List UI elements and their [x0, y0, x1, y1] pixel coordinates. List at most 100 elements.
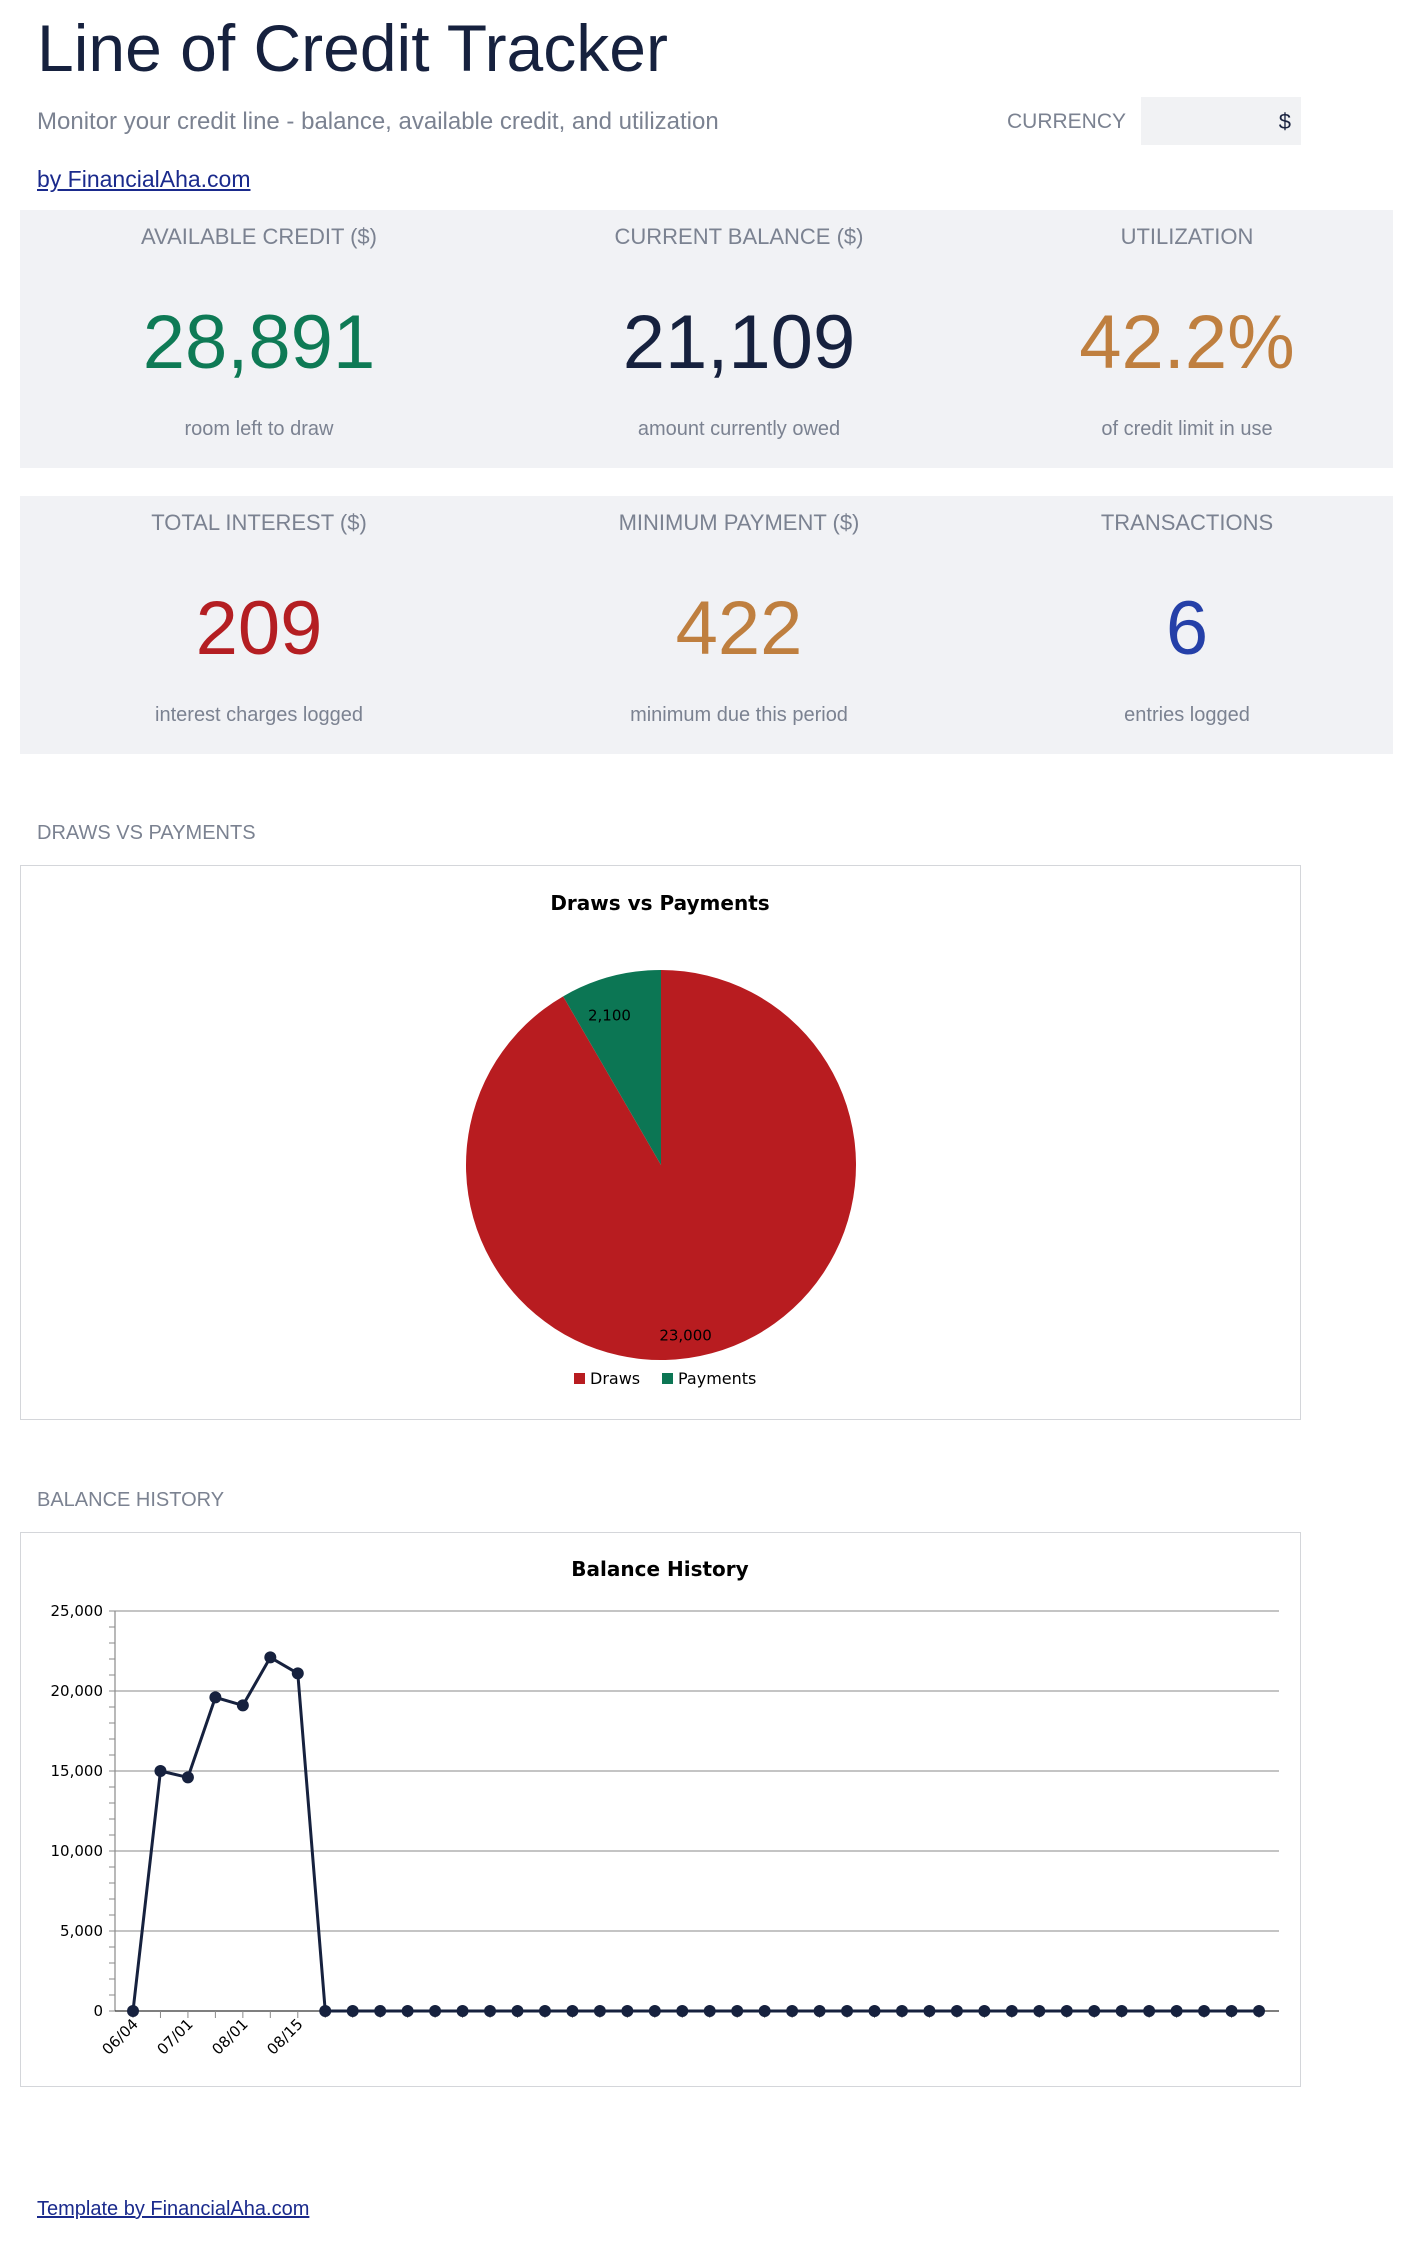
balance-point	[731, 2005, 744, 2017]
balance-point	[511, 2005, 524, 2017]
balance-point	[429, 2005, 442, 2017]
legend-swatch-draws	[574, 1373, 585, 1384]
kpi-note: minimum due this period	[630, 704, 848, 726]
balance-point	[291, 1667, 304, 1680]
balance-point	[456, 2005, 469, 2017]
balance-point	[319, 2005, 332, 2017]
balance-point	[127, 2005, 139, 2017]
y-tick-label: 25,000	[51, 1602, 104, 1620]
pie-data-label: 23,000	[659, 1327, 712, 1345]
currency-label: CURRENCY	[1007, 110, 1127, 133]
kpi-value: 6	[1165, 586, 1209, 671]
balance-point	[895, 2005, 908, 2017]
kpi-value: 28,891	[142, 300, 376, 385]
kpi-label: TRANSACTIONS	[1100, 510, 1274, 535]
balance-point	[1253, 2005, 1265, 2017]
kpi-current-balance: CURRENT BALANCE ($) 21,109 amount curren…	[510, 210, 968, 468]
balance-series-line	[131, 1655, 1259, 2013]
balance-point	[264, 1651, 277, 1664]
kpi-note: room left to draw	[184, 418, 334, 440]
line-chart-container: Balance History 0 5,000 10,000 15,000 20,000…	[20, 1532, 1301, 2087]
kpi-label: AVAILABLE CREDIT ($)	[141, 224, 377, 249]
kpi-available-credit: AVAILABLE CREDIT ($) 28,891 room left to…	[30, 210, 488, 468]
currency-input[interactable]: $	[1141, 97, 1301, 145]
pie-chart-container: Draws vs Payments 23,000 2,100 Draws Payme…	[20, 865, 1301, 1420]
balance-point	[401, 2005, 414, 2017]
footer-link[interactable]: Template by FinancialAha.com	[37, 2198, 310, 2220]
balance-point	[1170, 2005, 1183, 2017]
balance-point	[566, 2005, 579, 2017]
legend-label-payments: Payments	[678, 1369, 756, 1388]
x-tick-label: 08/01	[208, 2015, 251, 2058]
pie-slice-draws	[466, 970, 857, 1360]
line-chart-title: Balance History	[571, 1557, 748, 1581]
balance-point	[621, 2005, 634, 2017]
x-tick-label: 08/15	[263, 2015, 306, 2058]
balance-point	[758, 2005, 771, 2017]
balance-point	[703, 2005, 716, 2017]
pie-chart: Draws vs Payments 23,000 2,100 Draws Payme…	[466, 891, 857, 1388]
y-tick-label: 10,000	[51, 1842, 104, 1860]
balance-point	[538, 2005, 551, 2017]
kpi-label: MINIMUM PAYMENT ($)	[618, 510, 860, 535]
y-tick-label: 15,000	[51, 1762, 104, 1780]
x-tick-label: 07/01	[153, 2015, 196, 2058]
balance-point	[593, 2005, 606, 2017]
legend-swatch-payments	[662, 1373, 673, 1384]
balance-point	[181, 1771, 194, 1784]
balance-point	[484, 2005, 497, 2017]
balance-point	[1060, 2005, 1073, 2017]
y-tick-label: 0	[93, 2002, 103, 2020]
balance-point	[786, 2005, 799, 2017]
kpi-note: amount currently owed	[637, 418, 841, 440]
kpi-note: entries logged	[1124, 704, 1250, 726]
kpi-value: 21,109	[622, 300, 856, 385]
line-chart: Balance History 0 5,000 10,000 15,000 20,000…	[51, 1557, 1279, 2058]
y-tick-label: 5,000	[60, 1922, 103, 1940]
kpi-band-top: AVAILABLE CREDIT ($) 28,891 room left to…	[20, 210, 1393, 468]
byline-link[interactable]: by FinancialAha.com	[37, 166, 251, 192]
kpi-label: CURRENT BALANCE ($)	[614, 224, 864, 249]
y-tick-label: 20,000	[51, 1682, 104, 1700]
balance-point	[950, 2005, 963, 2017]
kpi-utilization: UTILIZATION 42.2% of credit limit in use	[958, 210, 1416, 468]
kpi-value: 422	[675, 586, 803, 671]
balance-point	[154, 1765, 167, 1777]
balance-point	[923, 2005, 936, 2017]
kpi-value: 42.2%	[1079, 300, 1295, 385]
legend-label-draws: Draws	[590, 1369, 640, 1388]
kpi-minimum-payment: MINIMUM PAYMENT ($) 422 minimum due this…	[510, 496, 968, 754]
balance-point	[1088, 2005, 1101, 2017]
kpi-total-interest: TOTAL INTEREST ($) 209 interest charges …	[30, 496, 488, 754]
kpi-label: TOTAL INTEREST ($)	[151, 510, 367, 535]
balance-point	[346, 2005, 359, 2017]
kpi-note: interest charges logged	[155, 704, 363, 726]
pie-chart-title: Draws vs Payments	[550, 891, 769, 915]
kpi-transactions: TRANSACTIONS 6 entries logged	[958, 496, 1416, 754]
page-subtitle: Monitor your credit line - balance, avai…	[37, 108, 719, 135]
balance-point	[1225, 2005, 1238, 2017]
section-label-line: BALANCE HISTORY	[37, 1489, 225, 1511]
balance-point	[978, 2005, 991, 2017]
balance-point	[1115, 2005, 1128, 2017]
balance-point	[676, 2005, 689, 2017]
kpi-label: UTILIZATION	[1120, 224, 1254, 249]
kpi-value: 209	[195, 586, 323, 671]
balance-point	[813, 2005, 826, 2017]
kpi-note: of credit limit in use	[1101, 418, 1273, 440]
pie-data-label: 2,100	[588, 1007, 631, 1025]
balance-point	[1033, 2005, 1046, 2017]
balance-point	[1143, 2005, 1156, 2017]
balance-point	[236, 1699, 249, 1712]
balance-point	[1198, 2005, 1211, 2017]
section-label-pie: DRAWS VS PAYMENTS	[37, 822, 256, 844]
balance-point	[209, 1691, 222, 1704]
kpi-band-bottom: TOTAL INTEREST ($) 209 interest charges …	[20, 496, 1393, 754]
balance-point	[841, 2005, 854, 2017]
balance-point	[648, 2005, 661, 2017]
balance-point	[868, 2005, 881, 2017]
pie-slice-payments	[563, 970, 661, 1165]
x-tick-label: 06/04	[99, 2015, 142, 2058]
balance-point	[1005, 2005, 1018, 2017]
balance-point	[374, 2005, 387, 2017]
